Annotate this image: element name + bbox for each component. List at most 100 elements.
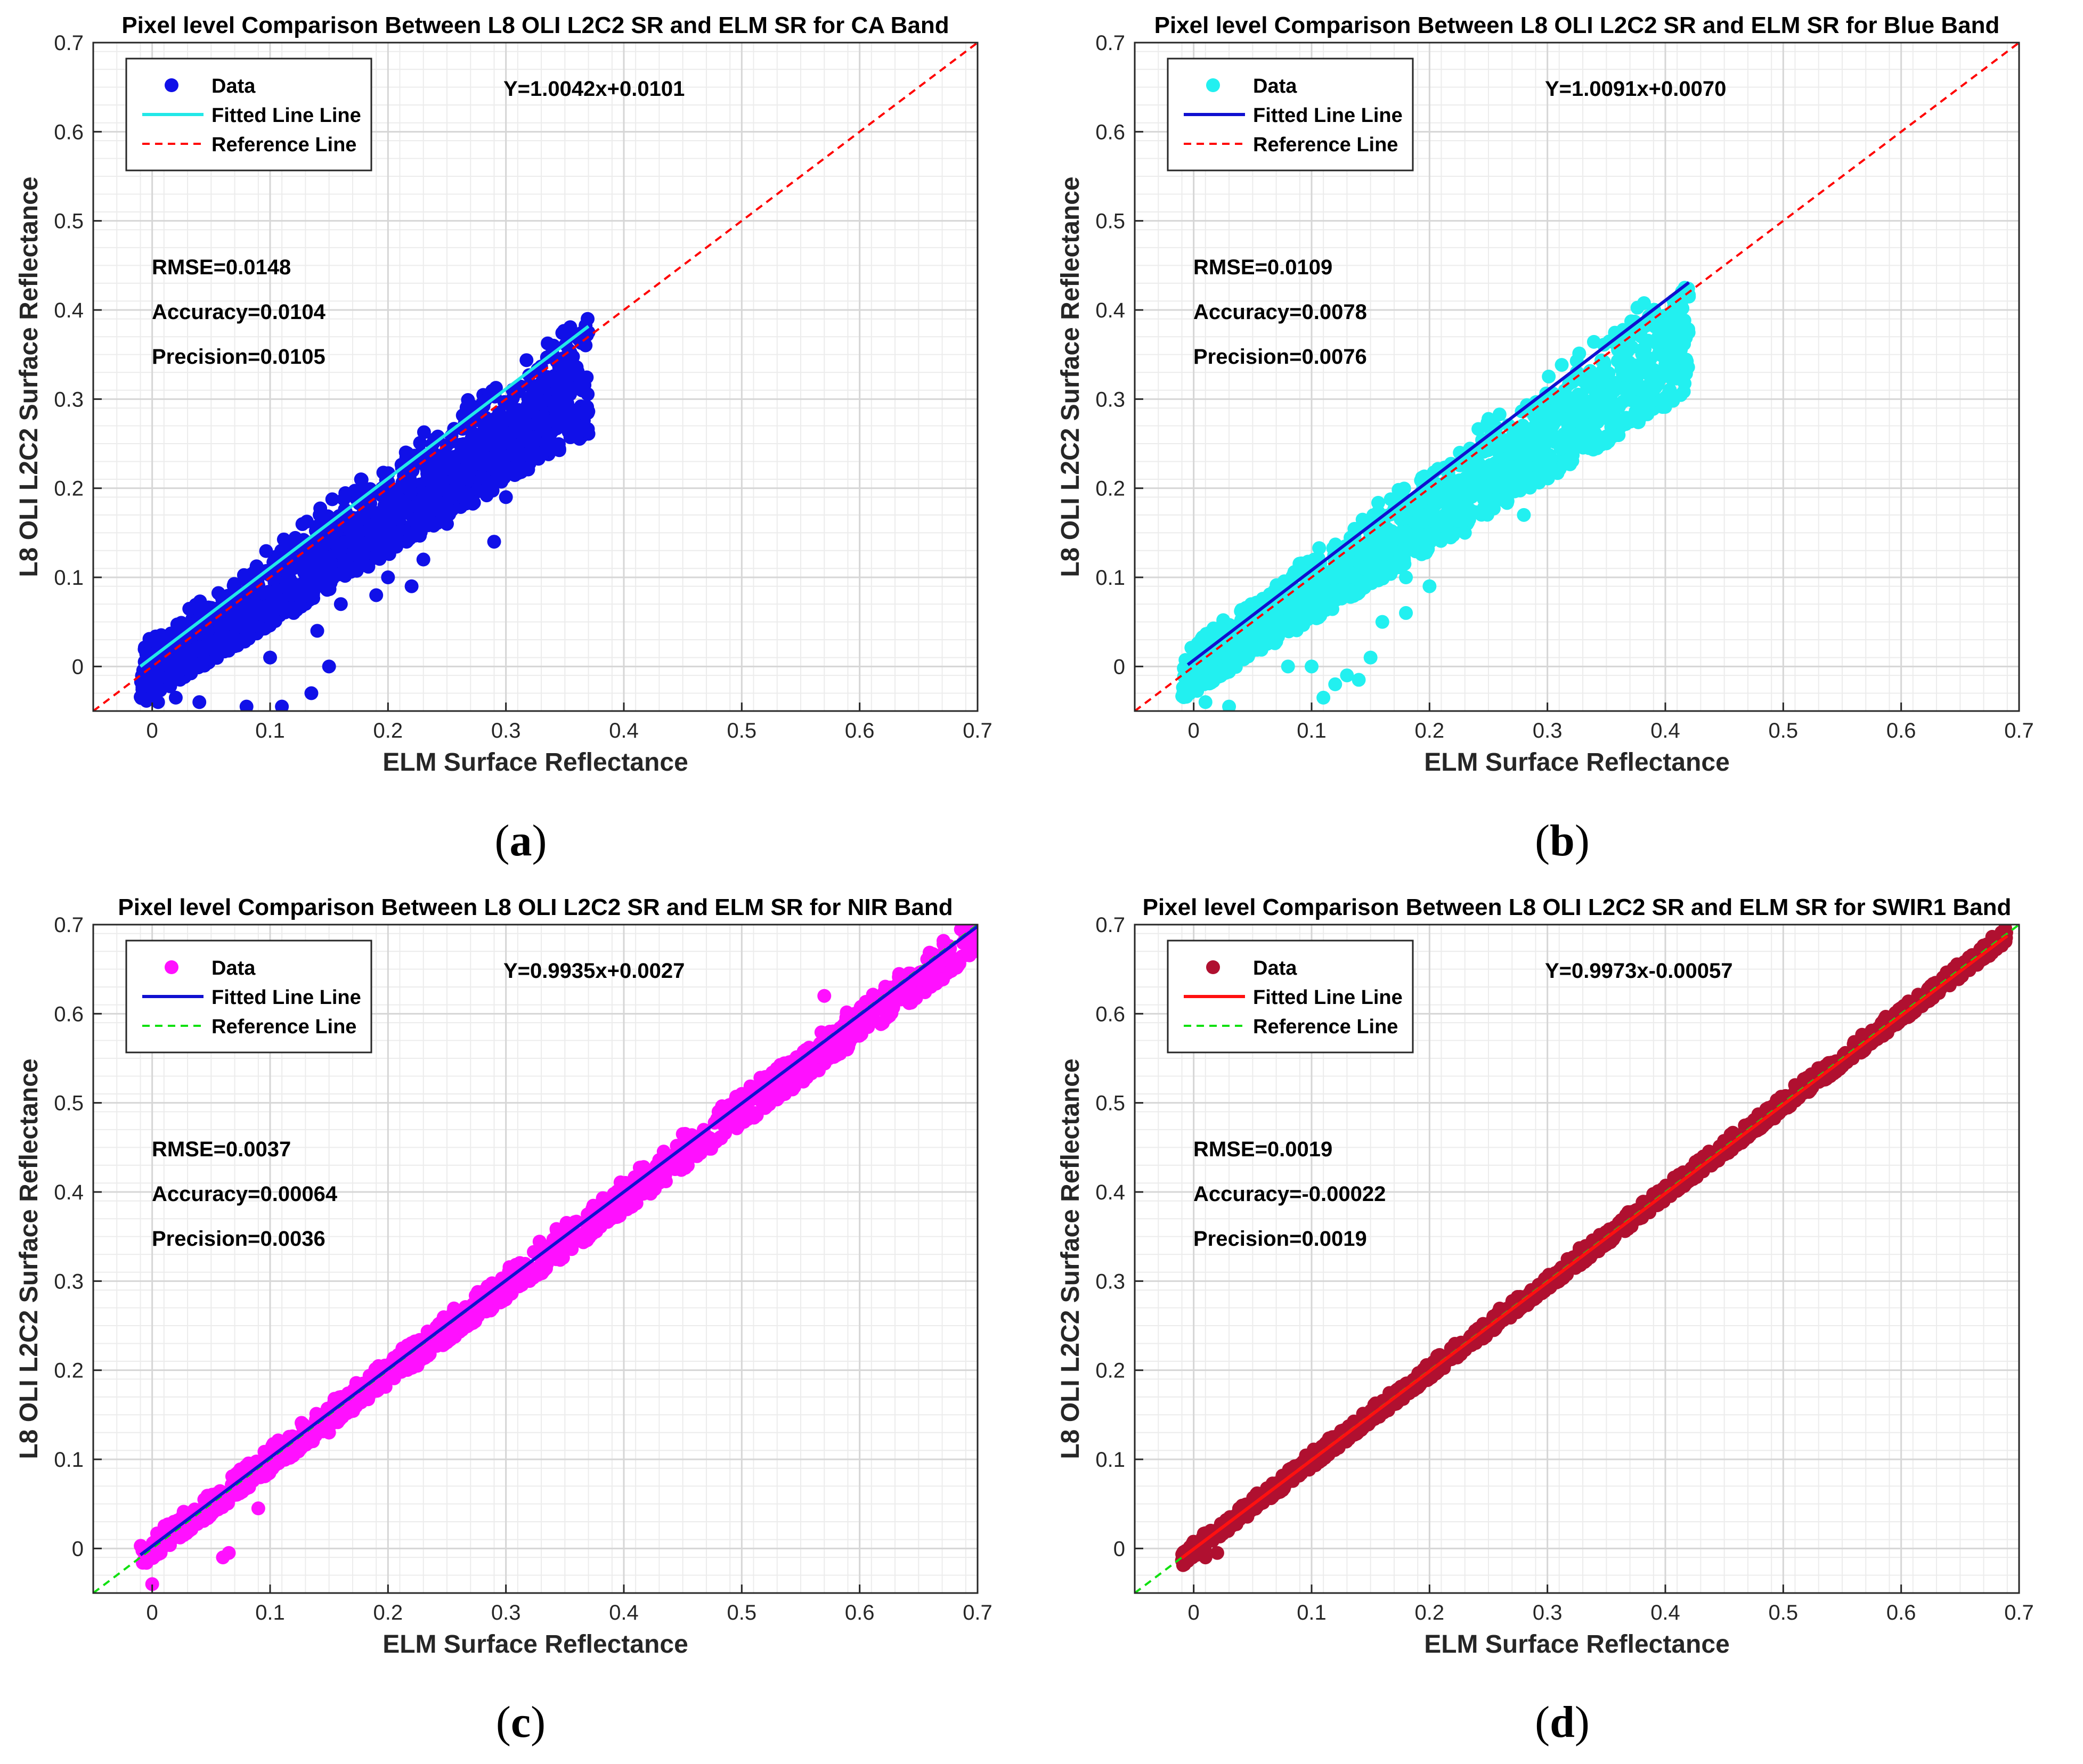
data-point — [1266, 609, 1281, 623]
data-point — [416, 552, 430, 567]
x-tick-label: 0.1 — [255, 1601, 285, 1624]
chart-title: Pixel level Comparison Between L8 OLI L2… — [121, 12, 949, 38]
data-point — [337, 492, 351, 507]
data-point — [451, 450, 466, 464]
data-point — [571, 364, 585, 379]
data-point — [275, 699, 289, 711]
y-tick-label: 0.6 — [1095, 120, 1125, 144]
x-tick-label: 0.3 — [491, 1601, 521, 1624]
precision-label: Precision=0.0105 — [152, 345, 326, 369]
data-point — [146, 633, 160, 648]
data-point — [418, 512, 433, 527]
data-point — [1681, 360, 1695, 374]
data-point — [1640, 385, 1654, 399]
data-point — [1285, 569, 1299, 584]
data-point — [712, 1131, 727, 1145]
data-point — [1328, 677, 1342, 691]
y-tick-label: 0.1 — [1095, 566, 1125, 590]
data-point — [1422, 579, 1437, 593]
data-point — [539, 424, 554, 439]
data-point — [286, 587, 300, 602]
data-point — [556, 390, 571, 404]
data-point — [335, 518, 349, 533]
data-point — [668, 1162, 682, 1177]
data-point — [445, 488, 460, 503]
data-point — [310, 537, 324, 551]
data-point — [307, 548, 322, 562]
data-point — [487, 437, 501, 451]
data-point — [874, 1017, 888, 1031]
data-point — [1561, 419, 1575, 434]
precision-label: Precision=0.0076 — [1193, 345, 1367, 369]
data-point — [620, 1202, 634, 1216]
data-point — [417, 425, 431, 439]
data-point — [276, 532, 291, 546]
data-point — [1537, 454, 1552, 468]
data-point — [1198, 695, 1213, 709]
data-point — [500, 411, 515, 425]
data-point — [1305, 659, 1319, 674]
data-point — [225, 630, 240, 644]
legend-label-reference: Reference Line — [211, 1016, 356, 1038]
data-point — [241, 617, 256, 631]
x-tick-label: 0.4 — [609, 1601, 639, 1624]
y-tick-label: 0.2 — [1095, 477, 1125, 501]
data-point — [1449, 506, 1463, 520]
data-point — [403, 532, 417, 546]
data-point — [863, 1016, 877, 1031]
data-point — [1412, 495, 1427, 510]
data-point — [916, 973, 931, 987]
chart-panel-d: 0 0.1 0.2 0.3 0.4 0.5 0.6 0.700.10.20.30.40.50.… — [1056, 894, 2034, 1659]
data-point — [850, 1028, 864, 1042]
y-tick-label: 0.6 — [54, 1002, 84, 1026]
data-point — [231, 1465, 245, 1480]
y-tick-label: 0.1 — [54, 566, 84, 590]
x-tick-label: 0 — [147, 1601, 158, 1624]
y-tick-label: 0.4 — [1095, 299, 1125, 322]
data-point — [1292, 558, 1307, 572]
reference-line — [93, 43, 978, 711]
data-point — [263, 650, 277, 665]
y-axis-label: L8 OLI L2C2 Surface Reflectance — [15, 1058, 43, 1459]
data-point — [1416, 511, 1430, 525]
x-tick-label: 0.7 — [2004, 719, 2034, 742]
data-point — [153, 683, 167, 697]
data-point — [235, 632, 250, 647]
data-point — [323, 576, 338, 590]
data-point — [266, 605, 280, 619]
y-tick-label: 0.5 — [1095, 210, 1125, 233]
data-point — [1247, 622, 1262, 636]
x-axis-label: ELM Surface Reflectance — [383, 748, 688, 777]
data-point — [314, 560, 328, 574]
data-point — [1457, 475, 1471, 489]
data-point — [609, 1205, 624, 1220]
data-point — [515, 1278, 529, 1292]
data-point — [1399, 606, 1413, 620]
data-point — [1488, 475, 1502, 489]
data-point — [1373, 564, 1387, 578]
legend-label-fit: Fitted Line Line — [211, 104, 361, 127]
y-tick-label: 0 — [1113, 655, 1125, 679]
chart-panel-b: 0 0.1 0.2 0.3 0.4 0.5 0.6 0.700.10.20.30.40.50.… — [1056, 12, 2034, 777]
data-point — [608, 1188, 622, 1203]
reference-line — [1135, 43, 2019, 711]
data-point — [1340, 546, 1355, 560]
data-point — [814, 1025, 828, 1040]
data-point — [505, 400, 519, 414]
fitted-line — [139, 325, 590, 668]
data-point — [811, 1063, 826, 1077]
data-point — [1650, 337, 1665, 352]
data-point — [387, 508, 402, 522]
data-point — [1278, 614, 1292, 628]
data-point — [1623, 393, 1637, 407]
data-point — [1586, 334, 1601, 349]
data-point — [1663, 383, 1677, 397]
data-point — [1462, 508, 1476, 522]
data-point — [392, 495, 406, 510]
data-point — [381, 570, 395, 584]
data-point — [1576, 392, 1590, 406]
data-point — [181, 662, 196, 676]
data-point — [369, 588, 384, 602]
data-point — [750, 1108, 764, 1123]
data-point — [304, 686, 319, 700]
